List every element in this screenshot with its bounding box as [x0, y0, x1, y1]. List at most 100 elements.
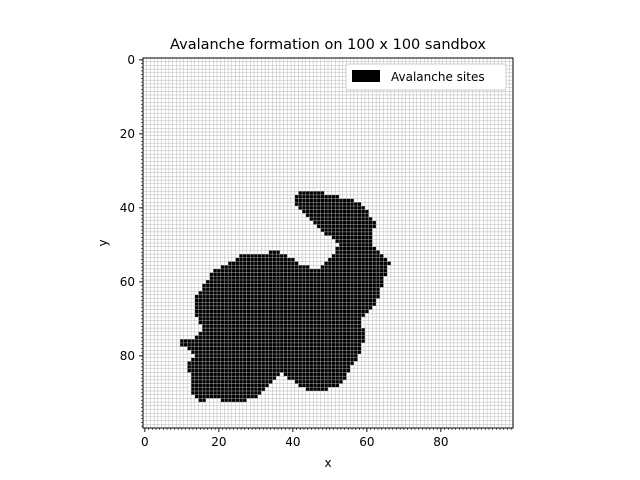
- avalanche-cell: [250, 257, 255, 262]
- avalanche-cell: [331, 368, 336, 373]
- avalanche-cell: [368, 261, 373, 266]
- avalanche-cell: [283, 331, 288, 336]
- avalanche-cell: [302, 335, 306, 340]
- avalanche-cell: [205, 376, 210, 380]
- avalanche-cell: [202, 398, 206, 403]
- avalanche-cell: [257, 361, 262, 366]
- avalanche-cell: [254, 265, 258, 269]
- avalanche-cell: [246, 302, 251, 306]
- avalanche-cell: [246, 276, 251, 281]
- avalanche-cell: [335, 346, 340, 351]
- avalanche-cell: [250, 387, 255, 392]
- avalanche-cell: [342, 224, 347, 229]
- avalanche-cell: [309, 313, 314, 318]
- avalanche-cell: [279, 342, 284, 347]
- avalanche-cell: [268, 342, 273, 347]
- avalanche-cell: [339, 354, 343, 358]
- avalanche-cell: [331, 272, 336, 277]
- avalanche-cell: [239, 320, 243, 325]
- avalanche-cell: [231, 294, 236, 299]
- avalanche-cell: [316, 365, 321, 369]
- avalanche-cell: [298, 372, 303, 377]
- avalanche-cell: [224, 354, 229, 358]
- avalanche-cell: [313, 302, 317, 306]
- avalanche-cell: [309, 387, 314, 392]
- avalanche-cell: [339, 328, 343, 332]
- avalanche-cell: [209, 294, 214, 299]
- avalanche-cell: [246, 320, 251, 325]
- avalanche-cell: [313, 287, 317, 292]
- avalanche-cell: [357, 246, 362, 251]
- avalanche-cell: [202, 383, 206, 388]
- avalanche-cell: [350, 280, 354, 284]
- avalanche-cell: [242, 298, 247, 303]
- avalanche-cell: [342, 202, 347, 207]
- avalanche-cell: [261, 357, 266, 362]
- avalanche-cell: [231, 309, 236, 314]
- avalanche-cell: [313, 198, 317, 203]
- avalanche-cell: [209, 365, 214, 369]
- avalanche-cell: [191, 342, 195, 347]
- avalanche-cell: [305, 194, 310, 199]
- avalanche-cell: [287, 309, 292, 314]
- avalanche-cell: [365, 250, 369, 255]
- avalanche-cell: [239, 331, 243, 336]
- avalanche-cell: [228, 346, 232, 351]
- avalanche-cell: [376, 272, 380, 277]
- avalanche-cell: [313, 220, 317, 225]
- avalanche-cell: [298, 368, 303, 373]
- avalanche-cell: [261, 383, 266, 388]
- avalanche-cell: [365, 268, 369, 273]
- avalanche-cell: [309, 357, 314, 362]
- avalanche-cell: [316, 350, 321, 355]
- avalanche-cell: [368, 287, 373, 292]
- avalanche-cell: [228, 339, 232, 343]
- avalanche-cell: [346, 357, 351, 362]
- avalanche-cell: [261, 335, 266, 340]
- avalanche-cell: [261, 272, 266, 277]
- avalanche-cell: [217, 324, 221, 329]
- avalanche-cell: [224, 283, 229, 288]
- avalanche-cell: [272, 317, 277, 321]
- avalanche-cell: [294, 365, 299, 369]
- avalanche-cell: [242, 287, 247, 292]
- avalanche-cell: [250, 354, 255, 358]
- avalanche-cell: [331, 261, 336, 266]
- avalanche-cell: [353, 265, 358, 269]
- avalanche-cell: [265, 302, 269, 306]
- avalanche-cell: [328, 261, 332, 266]
- avalanche-cell: [316, 298, 321, 303]
- avalanche-cell: [228, 391, 232, 395]
- avalanche-cell: [328, 339, 332, 343]
- avalanche-cell: [353, 339, 358, 343]
- avalanche-cell: [220, 272, 225, 277]
- avalanche-cell: [365, 228, 369, 232]
- avalanche-cell: [357, 261, 362, 266]
- avalanche-cell: [324, 206, 329, 210]
- avalanche-cell: [350, 305, 354, 310]
- avalanche-cell: [265, 317, 269, 321]
- avalanche-cell: [291, 350, 295, 355]
- avalanche-cell: [294, 368, 299, 373]
- avalanche-cell: [194, 309, 199, 314]
- avalanche-cell: [205, 354, 210, 358]
- avalanche-cell: [242, 335, 247, 340]
- avalanche-cell: [220, 376, 225, 380]
- avalanche-cell: [331, 379, 336, 384]
- avalanche-cell: [328, 335, 332, 340]
- avalanche-cell: [342, 365, 347, 369]
- avalanche-cell: [316, 305, 321, 310]
- avalanche-cell: [357, 243, 362, 247]
- avalanche-cell: [316, 342, 321, 347]
- avalanche-cell: [239, 328, 243, 332]
- avalanche-cell: [324, 309, 329, 314]
- avalanche-cell: [365, 298, 369, 303]
- avalanche-cell: [305, 283, 310, 288]
- avalanche-cell: [331, 209, 336, 214]
- avalanche-cell: [272, 354, 277, 358]
- avalanche-cell: [287, 346, 292, 351]
- avalanche-cell: [361, 287, 366, 292]
- avalanche-cell: [205, 368, 210, 373]
- avalanche-cell: [213, 280, 218, 284]
- avalanche-cell: [328, 272, 332, 277]
